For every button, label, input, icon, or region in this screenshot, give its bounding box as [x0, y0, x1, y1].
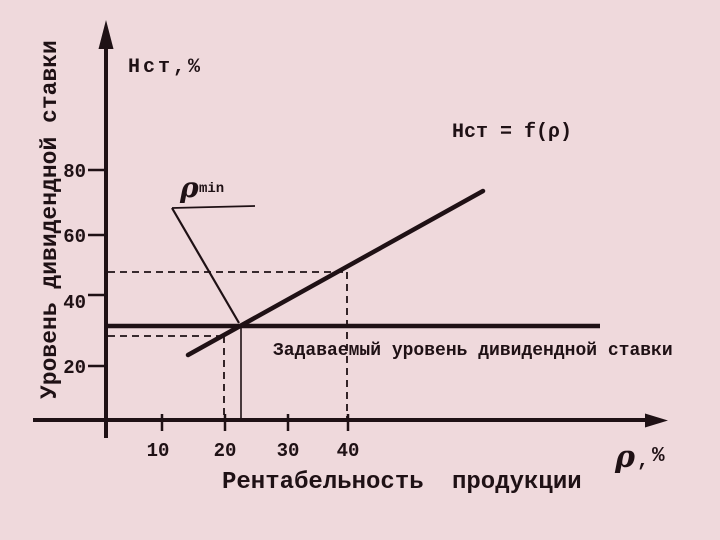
x-tick-label-30: 30	[277, 440, 300, 462]
y-axis-arrowhead-icon	[98, 20, 114, 49]
specified-level-label: Задаваемый уровень дивидендной ставки	[273, 341, 673, 361]
y-tick-label-20: 20	[63, 357, 86, 379]
y-axis-title: Уровень дивидендной ставки	[37, 40, 63, 399]
x-axis-title-word2: продукции	[452, 469, 582, 496]
x-tick-label-20: 20	[214, 440, 237, 462]
function-label: Нст = f(ρ)	[452, 121, 572, 144]
y-tick-label-60: 60	[63, 226, 86, 248]
rho-min-subscript: min	[199, 181, 224, 197]
x-axis: 10 20 30 40 Рентабельность продукции ρ ,…	[33, 413, 668, 496]
x-axis-unit-percent: %	[652, 445, 665, 468]
x-tick-label-10: 10	[147, 440, 170, 462]
y-tick-label-80: 80	[63, 161, 86, 183]
rho-min-symbol: ρ	[179, 171, 199, 204]
function-line	[185, 188, 486, 358]
y-tick-label-40: 40	[63, 292, 86, 314]
rho-min-marker: ρ min	[171, 171, 256, 419]
y-axis: 80 60 40 20 Нст,% Уровень дивидендной ст…	[37, 20, 203, 438]
x-tick-label-40: 40	[337, 440, 360, 462]
x-axis-arrowhead-icon	[645, 413, 668, 428]
projection-guides	[108, 271, 348, 419]
rho-min-pointer-horizontal	[171, 205, 256, 209]
rho-min-pointer-slant	[171, 207, 240, 324]
x-axis-title-word1: Рентабельность	[222, 469, 424, 496]
y-axis-unit-label: Нст,%	[128, 56, 203, 79]
x-axis-unit-rho-symbol: ρ	[614, 440, 636, 475]
x-axis-unit-comma: ,	[637, 450, 649, 473]
